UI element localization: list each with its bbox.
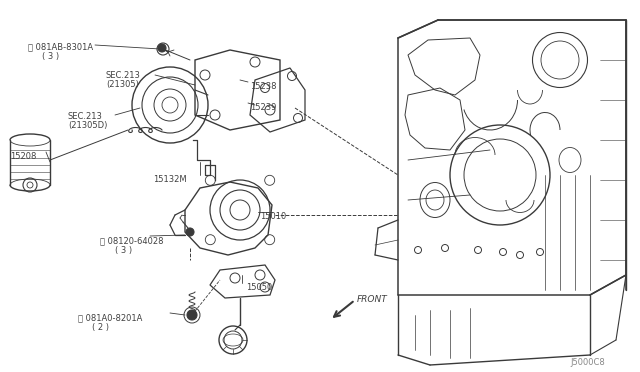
Text: 15132M: 15132M [153,175,187,184]
Text: 15239: 15239 [250,103,276,112]
Text: (21305): (21305) [106,80,139,89]
Circle shape [158,44,166,52]
Text: ( 3 ): ( 3 ) [115,246,132,255]
Text: (21305D): (21305D) [68,121,108,130]
Text: Ⓑ 08120-64028: Ⓑ 08120-64028 [100,236,163,245]
Text: FRONT: FRONT [357,295,388,304]
Text: 15238: 15238 [250,82,276,91]
Text: 15010: 15010 [260,212,286,221]
Text: ( 3 ): ( 3 ) [42,52,59,61]
Text: SEC.213: SEC.213 [106,71,141,80]
Circle shape [187,310,197,320]
Text: Ⓑ 081AB-8301A: Ⓑ 081AB-8301A [28,42,93,51]
Text: 15208: 15208 [10,152,36,161]
Text: SEC.213: SEC.213 [68,112,103,121]
Text: 15050: 15050 [246,283,272,292]
Text: Ⓑ 081A0-8201A: Ⓑ 081A0-8201A [78,313,142,322]
Text: ( 2 ): ( 2 ) [92,323,109,332]
Circle shape [186,228,194,236]
Text: J5000C8: J5000C8 [570,358,605,367]
